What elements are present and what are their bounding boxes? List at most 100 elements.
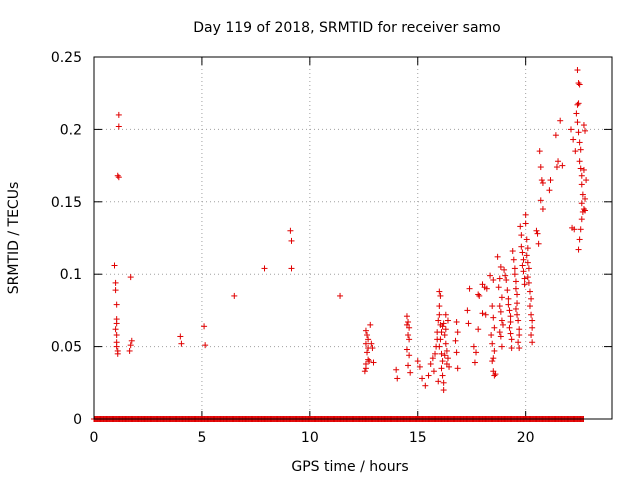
data-point (465, 320, 472, 327)
data-point (490, 314, 497, 321)
x-tick-label: 5 (197, 430, 206, 446)
data-point (582, 207, 589, 214)
data-point (442, 326, 449, 333)
data-point (112, 279, 119, 286)
data-point (557, 117, 564, 124)
data-point (491, 324, 498, 331)
data-point (364, 349, 371, 356)
data-point (574, 101, 581, 108)
data-point (576, 158, 583, 165)
data-point (442, 340, 449, 347)
data-point (523, 252, 530, 259)
data-point (582, 195, 589, 202)
data-point (495, 284, 502, 291)
data-point (496, 329, 503, 336)
data-point (454, 329, 461, 336)
data-point (365, 336, 372, 343)
data-point (537, 164, 544, 171)
data-point (178, 340, 185, 347)
data-point (505, 295, 512, 302)
data-point (547, 177, 554, 184)
data-point (504, 287, 511, 294)
data-point (365, 356, 372, 363)
data-point (490, 276, 497, 283)
data-point (494, 253, 501, 260)
data-point (367, 321, 374, 328)
data-point (111, 262, 118, 269)
x-axis-label: GPS time / hours (291, 459, 408, 475)
data-point (496, 275, 503, 282)
data-point (453, 318, 460, 325)
data-point (507, 330, 514, 337)
data-point (511, 271, 518, 278)
data-point (483, 285, 490, 292)
data-point (577, 146, 584, 153)
data-point (113, 343, 120, 350)
data-point (524, 259, 531, 266)
data-point (535, 240, 542, 247)
data-point (362, 340, 369, 347)
data-point (112, 326, 119, 333)
data-point (435, 378, 442, 385)
data-point (538, 177, 545, 184)
data-point (441, 332, 448, 339)
data-point (414, 358, 421, 365)
data-point (522, 220, 529, 227)
data-point (438, 365, 445, 372)
data-point (523, 236, 530, 243)
data-point (567, 126, 574, 133)
data-point (575, 129, 582, 136)
data-point (496, 303, 503, 310)
data-point (127, 342, 134, 349)
data-point (539, 179, 546, 186)
data-point (438, 329, 445, 336)
data-point (528, 332, 535, 339)
data-point (518, 232, 525, 239)
data-point (368, 340, 375, 347)
data-point (492, 371, 499, 378)
data-point (442, 311, 449, 318)
data-point (487, 272, 494, 279)
y-tick-label: 0.2 (60, 122, 82, 138)
data-point (407, 369, 414, 376)
data-point (537, 197, 544, 204)
data-point (518, 243, 525, 250)
data-point (482, 311, 489, 318)
y-tick-label: 0.15 (51, 195, 82, 211)
data-point (115, 111, 122, 118)
data-point (502, 272, 509, 279)
data-point (510, 256, 517, 263)
data-point (475, 291, 482, 298)
data-point (432, 350, 439, 357)
data-point (529, 317, 536, 324)
data-point (438, 350, 445, 357)
data-point (529, 324, 536, 331)
data-point (454, 365, 461, 372)
data-point (471, 359, 478, 366)
data-point (405, 362, 412, 369)
data-point (536, 148, 543, 155)
data-point (288, 237, 295, 244)
data-point (405, 318, 412, 325)
data-point (201, 323, 208, 330)
data-point (582, 127, 589, 134)
y-tick-label: 0 (73, 412, 82, 428)
data-point (505, 301, 512, 308)
x-tick-label: 10 (301, 430, 319, 446)
data-point (507, 313, 514, 320)
data-point (525, 279, 532, 286)
data-point (403, 346, 410, 353)
data-point (514, 300, 521, 307)
data-point (288, 265, 295, 272)
data-point (575, 246, 582, 253)
data-point (580, 122, 587, 129)
data-point (427, 360, 434, 367)
data-point (446, 363, 453, 370)
plot-area-frame (93, 56, 613, 420)
data-point (403, 313, 410, 320)
data-point (488, 332, 495, 339)
data-point (516, 326, 523, 333)
data-point (503, 276, 510, 283)
data-point (516, 345, 523, 352)
data-point (575, 80, 582, 87)
